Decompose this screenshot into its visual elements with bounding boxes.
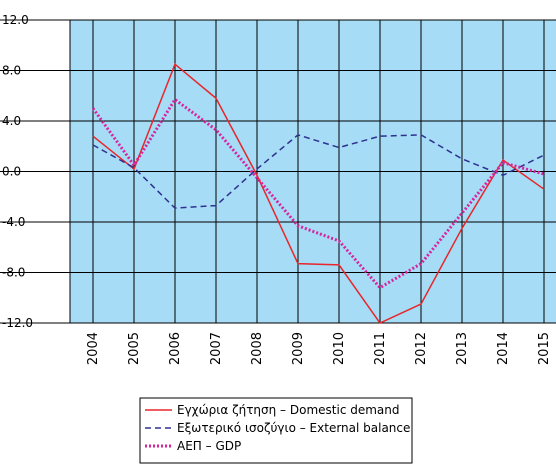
data-line — [92, 62, 545, 324]
legend-label: Εξωτερικό ισοζύγιο – External balance — [177, 421, 410, 435]
x-tick-label: 2009 — [291, 332, 306, 365]
x-tick-label: 2006 — [168, 332, 183, 365]
x-tick-label: 2014 — [496, 332, 511, 365]
data-line — [92, 134, 545, 209]
x-tick-label: 2015 — [537, 332, 552, 365]
legend-label: ΑΕΠ – GDP — [177, 439, 241, 453]
x-tick-label: 2008 — [250, 332, 265, 365]
x-tick-label: 2005 — [127, 332, 142, 365]
data-line — [91, 97, 545, 290]
x-tick-label: 2012 — [414, 332, 429, 365]
x-tick-label: 2010 — [332, 332, 347, 365]
x-tick-label: 2013 — [455, 332, 470, 365]
x-tick-label: 2007 — [209, 332, 224, 365]
x-tick-label: 2011 — [373, 332, 388, 365]
x-tick-label: 2004 — [86, 332, 101, 365]
legend-label: Εγχώρια ζήτηση – Domestic demand — [177, 403, 400, 417]
legend-box — [139, 397, 413, 464]
